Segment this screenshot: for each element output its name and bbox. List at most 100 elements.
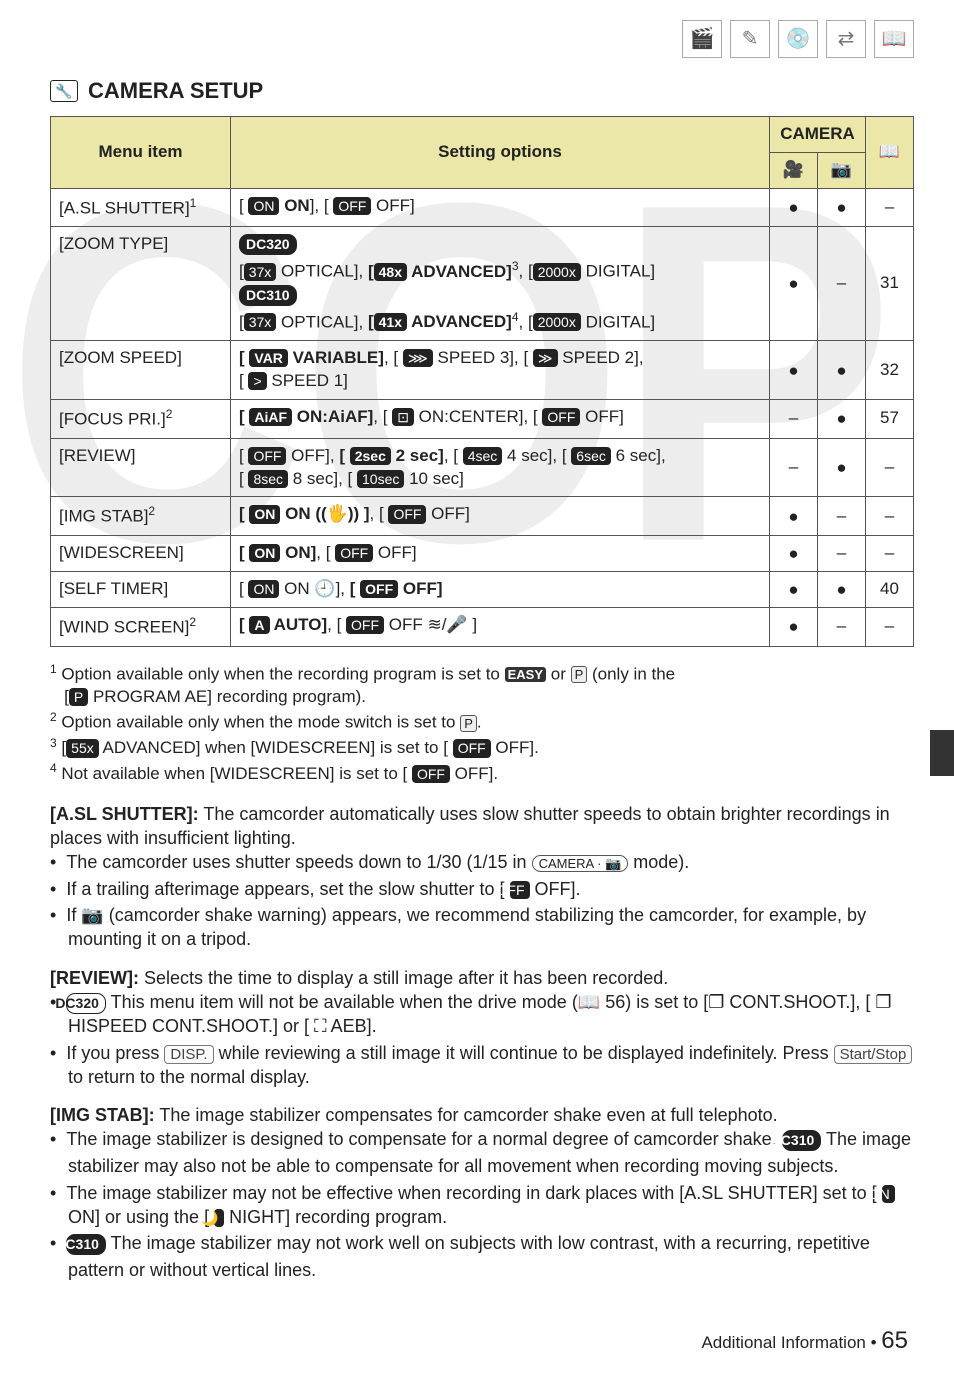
section-heading: 🔧 CAMERA SETUP [50, 76, 914, 106]
wrench-icon: 🔧 [50, 80, 78, 102]
asl-b2: If a trailing afterimage appears, set th… [50, 877, 914, 901]
cell: – [818, 607, 866, 646]
footer-sep: • [871, 1333, 877, 1352]
disp-key: DISP. [164, 1045, 213, 1064]
cell: [A.SL SHUTTER] [59, 198, 190, 217]
txt: This menu item will not be available whe… [68, 992, 892, 1036]
th-camera: CAMERA [770, 116, 866, 152]
p-badge: P [460, 715, 477, 732]
cell: – [866, 497, 914, 536]
footer-label: Additional Information [701, 1333, 865, 1352]
cell: ● [818, 572, 866, 608]
th-settings: Setting options [231, 116, 770, 188]
cell: ● [770, 341, 818, 400]
asl-b1: The camcorder uses shutter speeds down t… [50, 850, 914, 874]
fn4: Not available when [WIDESCREEN] is set t… [61, 764, 498, 783]
review-section: [REVIEW]: Selects the time to display a … [50, 966, 914, 1089]
cell: [WIND SCREEN] [59, 618, 189, 637]
p-badge: P [571, 666, 588, 683]
imgstab-b2: The image stabilizer may not be effectiv… [50, 1181, 914, 1230]
asl-b3: If 📷 (camcorder shake warning) appears, … [50, 903, 914, 952]
cell: ● [770, 536, 818, 572]
cell: ● [818, 188, 866, 227]
th-photo-icon: 📷 [818, 152, 866, 188]
cell: ● [818, 341, 866, 400]
imgstab-section: [IMG STAB]: The image stabilizer compens… [50, 1103, 914, 1282]
cell: [IMG STAB] [59, 507, 148, 526]
easy-badge: EASY [505, 667, 546, 682]
table-row: [WIND SCREEN]2 [ A AUTO], [ OFF OFF ≋/🎤 … [51, 607, 914, 646]
section-title: CAMERA SETUP [88, 76, 263, 106]
review-body: Selects the time to display a still imag… [144, 968, 668, 988]
txt: to return to the normal display. [68, 1067, 310, 1087]
model-badge: DC310 [66, 1234, 106, 1255]
cell: 57 [866, 400, 914, 439]
cell: ● [770, 497, 818, 536]
top-icon-5: 📖 [874, 20, 914, 58]
table-row: [FOCUS PRI.]2 [ AiAF ON:AiAF], [ ⊡ ON:CE… [51, 400, 914, 439]
fn2: Option available only when the mode swit… [61, 713, 460, 732]
cell-sup: 1 [190, 196, 197, 210]
side-tab [930, 730, 954, 776]
camera-setup-table: Menu item Setting options CAMERA 📖 🎥 📷 [… [50, 116, 914, 647]
review-b2: If you press DISP. while reviewing a sti… [50, 1041, 914, 1090]
table-row: [IMG STAB]2 [ ON ON ((🖐)) ], [ OFF OFF] … [51, 497, 914, 536]
fn1c: (only in the [587, 664, 675, 683]
cell: [ZOOM SPEED] [51, 341, 231, 400]
cell: 32 [866, 341, 914, 400]
model-badge: DC310 [782, 1130, 822, 1151]
cell: – [866, 536, 914, 572]
cell: ● [818, 400, 866, 439]
cell: 31 [866, 227, 914, 341]
top-icon-1: 🎬 [682, 20, 722, 58]
txt: while reviewing a still image it will co… [214, 1043, 834, 1063]
cell: ● [818, 438, 866, 497]
txt: The image stabilizer may not work well o… [68, 1233, 870, 1280]
fn2end: . [477, 713, 482, 732]
cell: – [866, 188, 914, 227]
imgstab-body: The image stabilizer compensates for cam… [159, 1105, 777, 1125]
cell: [REVIEW] [51, 438, 231, 497]
th-movie-icon: 🎥 [770, 152, 818, 188]
imgstab-head: [IMG STAB]: [50, 1105, 155, 1125]
table-row: [WIDESCREEN] [ ON ON], [ OFF OFF] ● – – [51, 536, 914, 572]
txt: If you press [66, 1043, 164, 1063]
table-row: [A.SL SHUTTER]1 [ ON ON], [ OFF OFF] ● ●… [51, 188, 914, 227]
asl-head: [A.SL SHUTTER]: [50, 804, 199, 824]
txt: The camcorder uses shutter speeds down t… [66, 852, 531, 872]
cell: [WIDESCREEN] [51, 536, 231, 572]
cell-sup: 2 [166, 407, 173, 421]
top-icon-4: ⇄ [826, 20, 866, 58]
cell: – [818, 227, 866, 341]
startstop-key: Start/Stop [834, 1045, 913, 1064]
cell-sup: 2 [148, 504, 155, 518]
cell: ● [770, 188, 818, 227]
txt: The image stabilizer is designed to comp… [66, 1129, 781, 1149]
fn1d: [P PROGRAM AE] recording program). [64, 687, 366, 706]
review-b1: DC320 This menu item will not be availab… [50, 990, 914, 1039]
fn3: [55x ADVANCED] when [WIDESCREEN] is set … [61, 738, 538, 757]
table-row: [REVIEW] [ OFF OFF], [ 2sec 2 sec], [ 4s… [51, 438, 914, 497]
cell: – [818, 497, 866, 536]
review-head: [REVIEW]: [50, 968, 139, 988]
cell: ● [770, 572, 818, 608]
top-icon-2: ✎ [730, 20, 770, 58]
asl-section: [A.SL SHUTTER]: The camcorder automatica… [50, 802, 914, 952]
camera-pill: CAMERA · 📷 [532, 855, 629, 872]
top-icon-row: 🎬 ✎ 💿 ⇄ 📖 [50, 20, 914, 58]
page-footer: Additional Information • 65 [701, 1325, 908, 1357]
imgstab-b1: The image stabilizer is designed to comp… [50, 1127, 914, 1178]
footnotes: 1 Option available only when the recordi… [50, 661, 914, 786]
table-row: [ZOOM TYPE] DC320 [37x OPTICAL], [48x AD… [51, 227, 914, 341]
cell: – [866, 607, 914, 646]
th-menu: Menu item [51, 116, 231, 188]
cell: [ZOOM TYPE] [51, 227, 231, 341]
fn1a: Option available only when the recording… [61, 664, 504, 683]
fn1b: or [546, 664, 571, 683]
cell: ● [770, 607, 818, 646]
cell: 40 [866, 572, 914, 608]
cell: ● [770, 227, 818, 341]
imgstab-b3: DC310 The image stabilizer may not work … [50, 1231, 914, 1282]
cell-sup: 2 [189, 615, 196, 629]
cell: [SELF TIMER] [51, 572, 231, 608]
